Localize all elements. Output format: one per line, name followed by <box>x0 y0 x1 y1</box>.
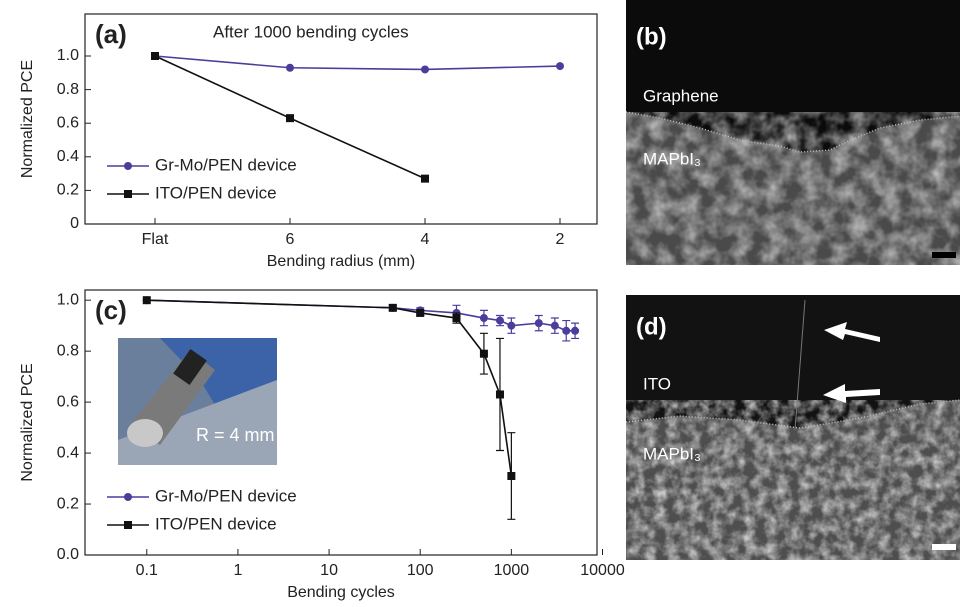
data-point <box>151 52 159 60</box>
legend-marker <box>124 190 132 198</box>
x-tick-label: 1000 <box>494 562 530 579</box>
plot-frame <box>84 289 598 556</box>
series-line <box>154 55 561 71</box>
data-point <box>286 63 294 72</box>
data-point <box>562 326 571 335</box>
x-tick-label: 6 <box>286 231 295 248</box>
annotation: After 1000 bending cycles <box>213 22 409 41</box>
y-tick-label: 0 <box>70 215 79 232</box>
y-tick-label: 0.8 <box>57 81 79 98</box>
data-point <box>507 472 516 481</box>
data-point <box>550 321 559 330</box>
y-tick-label: 0.6 <box>57 114 79 131</box>
y-tick-label: 0.4 <box>57 148 79 165</box>
y-tick-label: 1.0 <box>57 47 79 64</box>
data-point <box>571 326 580 335</box>
y-axis-label: Normalized PCE <box>19 363 36 481</box>
data-point <box>495 390 504 399</box>
plot-frame <box>84 13 598 225</box>
legend-marker <box>124 493 132 501</box>
legend-label: Gr-Mo/PEN device <box>155 486 297 505</box>
data-point <box>495 316 504 325</box>
inset-text: R = 4 mm <box>196 425 275 445</box>
panel-label: (a) <box>95 19 127 49</box>
y-tick-label: 0.4 <box>57 444 79 461</box>
x-tick-label: 0.1 <box>136 562 158 579</box>
x-tick-label: 10 <box>320 562 338 579</box>
sem-image-b <box>626 0 960 265</box>
data-point <box>416 308 425 317</box>
data-point <box>534 319 543 328</box>
data-point <box>421 65 429 74</box>
image-panel-label: (b) <box>636 23 667 50</box>
data-point <box>479 314 488 323</box>
image-annotation: Graphene <box>643 86 719 105</box>
data-point <box>479 349 488 358</box>
y-tick-label: 0.6 <box>57 393 79 410</box>
y-tick-label: 0.2 <box>57 495 79 512</box>
data-point <box>556 62 564 71</box>
x-tick-label: Flat <box>142 231 169 248</box>
data-point <box>286 114 294 123</box>
x-tick-label: 1 <box>233 562 242 579</box>
legend-label: ITO/PEN device <box>155 183 277 202</box>
sem-image-d <box>626 295 960 560</box>
data-point <box>452 314 461 323</box>
x-tick-label: 100 <box>407 562 434 579</box>
image-annotation: ITO <box>643 374 671 393</box>
x-tick-label: 2 <box>556 231 565 248</box>
y-tick-label: 1.0 <box>57 291 79 308</box>
data-point <box>507 321 516 330</box>
y-tick-label: 0.8 <box>57 342 79 359</box>
image-panel-label: (d) <box>636 313 667 340</box>
y-axis-label: Normalized PCE <box>19 60 36 178</box>
image-annotation: MAPbI₃ <box>643 149 701 168</box>
y-tick-label: 0.2 <box>57 182 79 199</box>
legend-label: Gr-Mo/PEN device <box>155 155 297 174</box>
image-annotation: MAPbI₃ <box>643 444 701 463</box>
inset-photo <box>118 338 277 465</box>
legend-marker <box>124 521 132 529</box>
legend-label: ITO/PEN device <box>155 514 277 533</box>
x-axis-label: Bending cycles <box>287 584 395 601</box>
x-tick-label: 10000 <box>580 562 625 579</box>
y-tick-label: 0.0 <box>57 546 79 563</box>
data-point <box>388 303 397 312</box>
x-axis-label: Bending radius (mm) <box>267 253 416 270</box>
x-tick-label: 4 <box>421 231 430 248</box>
legend-marker <box>124 162 132 170</box>
panel-label: (c) <box>95 295 127 325</box>
data-point <box>142 296 151 305</box>
data-point <box>421 174 429 183</box>
